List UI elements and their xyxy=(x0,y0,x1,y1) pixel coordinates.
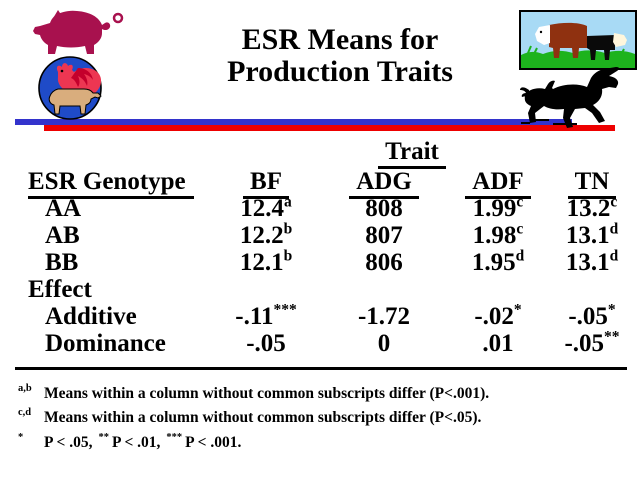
footnote-ab: a,b Means within a column without common … xyxy=(18,379,628,404)
divider-line-blue xyxy=(15,119,572,125)
cell-bf: 12.4a xyxy=(240,193,292,222)
table-row-effect: Effect xyxy=(0,276,640,303)
cell-tn: -.05** xyxy=(564,328,620,357)
table-group-header-row: Trait xyxy=(0,138,640,169)
footnote-text: P < .001. xyxy=(185,434,242,451)
cell-tn: 13.1d xyxy=(565,220,619,249)
cell-tn: -.05* xyxy=(568,301,616,330)
footnote-pvalues: * P < .05, ** P < .01, *** P < .001. xyxy=(18,428,628,453)
cell-bf: -.05 xyxy=(246,330,286,357)
row-label: Effect xyxy=(28,276,92,303)
row-label: AB xyxy=(45,222,80,249)
cell-adf: -.02* xyxy=(474,301,522,330)
table-row-additive: Additive -.11*** -1.72 -.02* -.05* xyxy=(0,301,640,330)
column-header-adf: ADF xyxy=(452,168,544,199)
table-row-dominance: Dominance -.05 0 .01 -.05** xyxy=(0,328,640,357)
cell-adg: 808 xyxy=(365,195,403,222)
table-row-ab: AB 12.2b 807 1.98c 13.1d xyxy=(0,220,640,249)
footnote-superscript: *** xyxy=(166,432,183,443)
cell-adf: 1.99c xyxy=(472,193,524,222)
cell-bf: 12.1b xyxy=(239,247,293,276)
footnote-superscript: c,d xyxy=(18,407,32,418)
row-label: Additive xyxy=(45,303,137,330)
footnote-text: Means within a column without common sub… xyxy=(44,385,490,402)
footnote-superscript: ** xyxy=(98,432,109,443)
footnote-text: P < .01, xyxy=(111,434,161,451)
column-header-tn: TN xyxy=(547,168,637,199)
cell-adf: 1.95d xyxy=(471,247,525,276)
cell-bf: -.11*** xyxy=(235,301,297,330)
group-header-trait: Trait xyxy=(352,138,472,169)
footnote-superscript: a,b xyxy=(18,383,32,394)
title-line-2: Production Traits xyxy=(227,55,453,88)
cell-tn: 13.1d xyxy=(565,247,619,276)
column-header-adg: ADG xyxy=(338,168,430,199)
column-header-bf: BF xyxy=(220,168,312,199)
table-header-row: ESR Genotype BF ADG ADF TN xyxy=(0,168,640,199)
divider-line-red xyxy=(44,125,615,131)
footnote-superscript: * xyxy=(18,432,24,443)
title-line-1: ESR Means for xyxy=(241,23,439,56)
footnote-text: Means within a column without common sub… xyxy=(44,409,482,426)
column-header-genotype: ESR Genotype xyxy=(28,168,238,199)
cell-tn: 13.2c xyxy=(566,193,618,222)
footnote-text: P < .05, xyxy=(44,434,93,451)
table-row-aa: AA 12.4a 808 1.99c 13.2c xyxy=(0,193,640,222)
cell-bf: 12.2b xyxy=(239,220,293,249)
cell-adf: .01 xyxy=(482,330,514,357)
row-label: BB xyxy=(45,249,79,276)
horse-icon xyxy=(520,67,620,128)
cattle-picture xyxy=(519,10,637,70)
cell-adg: 806 xyxy=(365,249,403,276)
cell-adg: 0 xyxy=(377,330,391,357)
pig-icon xyxy=(33,10,124,54)
cell-adg: -1.72 xyxy=(357,303,411,330)
footnote-cd: c,d Means within a column without common … xyxy=(18,403,628,428)
footnote-divider xyxy=(15,367,627,370)
rooster-cow-logo-icon xyxy=(38,56,102,120)
slide-title: ESR Means for Production Traits xyxy=(150,24,530,88)
row-label: AA xyxy=(45,195,82,222)
cell-adg: 807 xyxy=(365,222,403,249)
row-label: Dominance xyxy=(45,330,166,357)
cell-adf: 1.98c xyxy=(472,220,524,249)
table-row-bb: BB 12.1b 806 1.95d 13.1d xyxy=(0,247,640,276)
